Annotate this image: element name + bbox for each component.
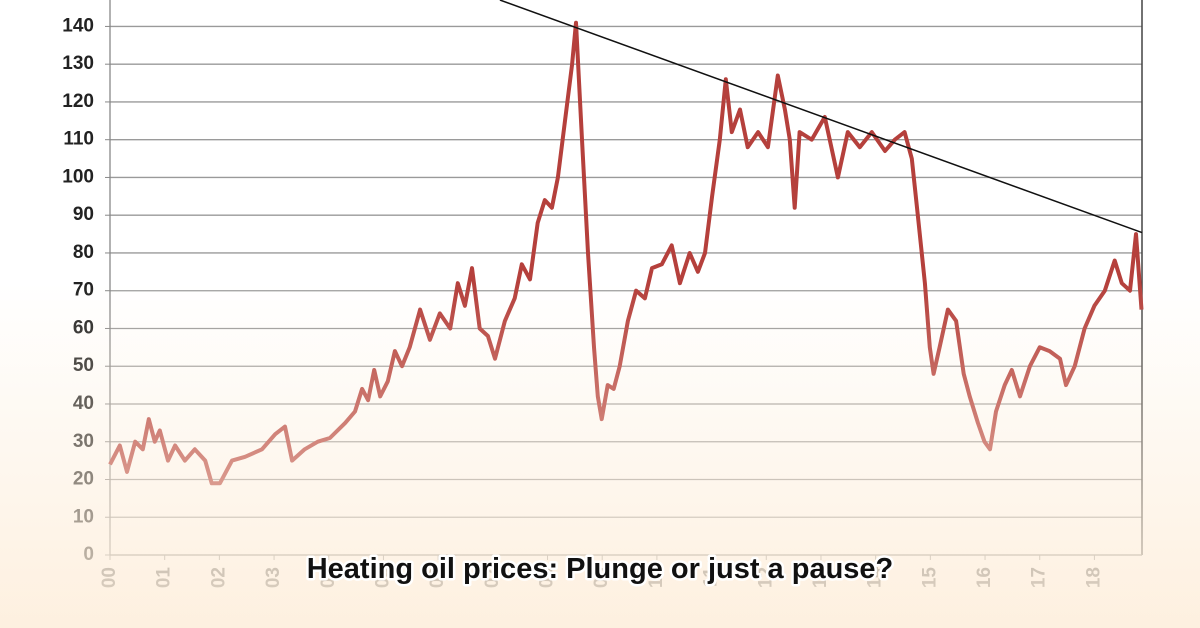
caption: Heating oil prices: Plunge or just a pau…: [307, 553, 894, 585]
